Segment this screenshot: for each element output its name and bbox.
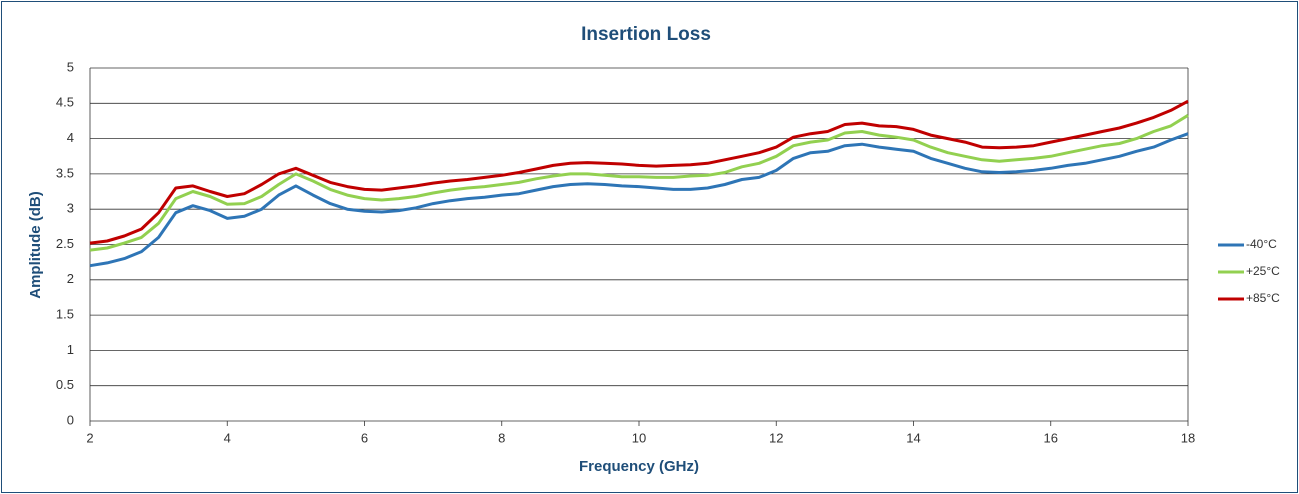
y-tick-label: 3 (67, 201, 74, 216)
y-tick-label: 5 (67, 59, 74, 74)
y-tick-label: 4.5 (56, 95, 74, 110)
y-tick-label: 2 (67, 271, 74, 286)
x-tick-label: 18 (1181, 430, 1195, 445)
x-tick-label: 16 (1044, 430, 1058, 445)
x-tick-label: 14 (906, 430, 920, 445)
legend-label: +85°C (1246, 291, 1280, 305)
x-tick-label: 10 (632, 430, 646, 445)
x-axis-label: Frequency (GHz) (579, 458, 699, 475)
x-tick-label: 12 (769, 430, 783, 445)
y-axis-label: Amplitude (dB) (27, 191, 44, 298)
series-line (89, 114, 1189, 252)
series-line (89, 99, 1189, 245)
legend-label: -40°C (1246, 237, 1277, 251)
x-tick-label: 6 (361, 430, 368, 445)
y-tick-label: 3.5 (56, 165, 74, 180)
y-tick-label: 1 (67, 342, 74, 357)
y-tick-label: 0.5 (56, 377, 74, 392)
x-tick-label: 8 (498, 430, 505, 445)
x-tick-label: 2 (86, 430, 93, 445)
y-tick-label: 4 (67, 130, 74, 145)
y-tick-label: 2.5 (56, 236, 74, 251)
series-line (89, 132, 1189, 268)
y-tick-label: 1.5 (56, 307, 74, 322)
x-tick-label: 4 (224, 430, 231, 445)
chart-title: Insertion Loss (581, 24, 711, 45)
legend-label: +25°C (1246, 264, 1280, 278)
y-tick-label: 0 (67, 412, 74, 427)
